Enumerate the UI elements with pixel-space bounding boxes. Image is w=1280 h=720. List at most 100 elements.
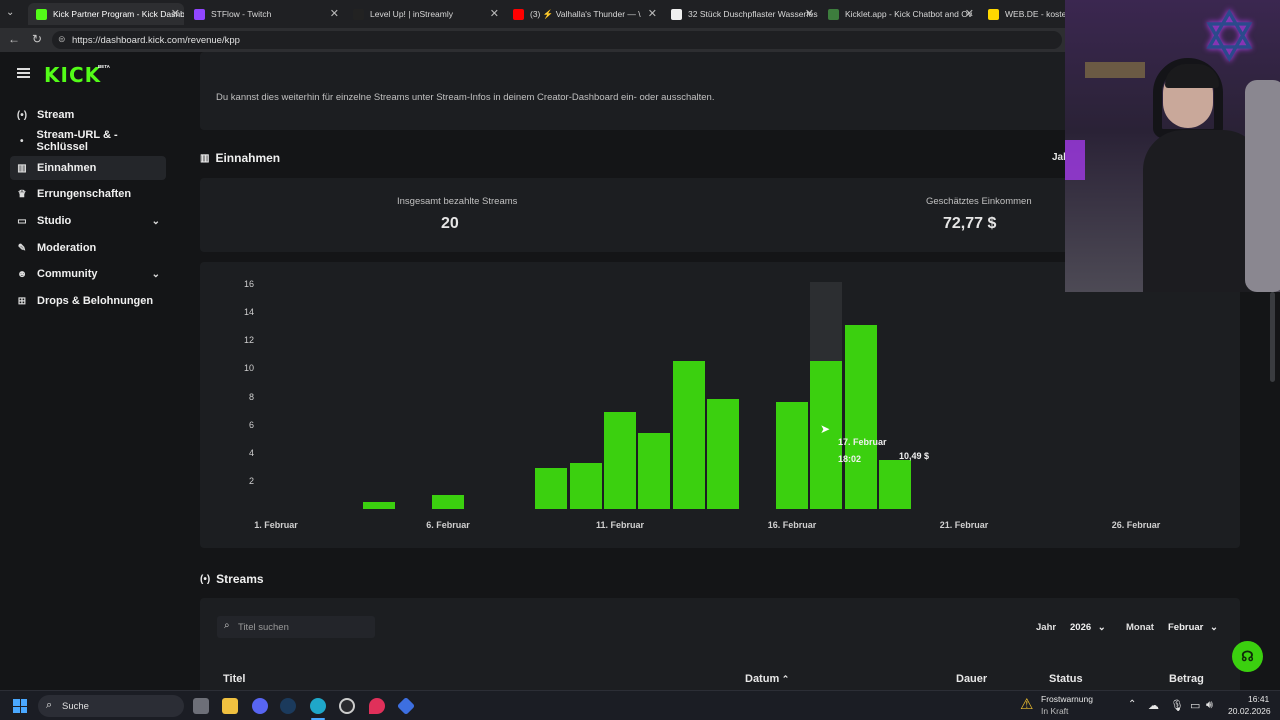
close-tab-icon[interactable]: ✕ [804,8,814,20]
chart-bar[interactable] [879,459,912,509]
back-icon[interactable]: ← [8,32,20,46]
stream-settings-notice-card: Du kannst dies weiterhin für einzelne St… [200,52,1080,130]
close-tab-icon[interactable]: ✕ [964,8,974,20]
task-view-icon[interactable] [193,698,209,714]
hamburger-menu-icon[interactable] [17,68,30,78]
month-select[interactable]: Februar ⌄ [1168,622,1218,633]
browser-tab[interactable]: Kicklet.app - Kick Chatbot and Ov ✕ [820,3,978,25]
app-diamond-icon[interactable] [396,696,416,716]
close-tab-icon[interactable]: ✕ [489,8,499,20]
tab-title: (3) ⚡ Valhalla's Thunder — \ [530,8,641,19]
column-header-betrag[interactable]: Betrag [1169,673,1204,685]
sidebar-item-label: Stream-URL & -Schlüssel [36,129,118,153]
sidebar-item-stream[interactable]: (•) Stream [10,103,166,127]
column-header-dauer[interactable]: Dauer [956,673,987,685]
chart-bar[interactable] [432,494,464,509]
microphone-icon[interactable]: 🎙︎ [1170,700,1184,712]
tab-favicon-icon [36,8,47,20]
display-icon[interactable]: ▭ [1190,700,1201,712]
discord-icon[interactable] [252,698,268,714]
gift-icon: ⊞ [17,295,27,307]
mouse-cursor-icon: ➤ [820,422,831,436]
sidebar-item-label: Errungenschaften [37,188,132,200]
column-header-datum[interactable]: Datum ⌃ [745,673,789,685]
browser-tab[interactable]: WEB.DE - kostenlo [980,3,1070,25]
close-tab-icon[interactable]: ✕ [329,8,339,20]
chart-bar[interactable] [707,399,740,509]
volume-icon[interactable]: 🔊︎ [1206,699,1213,711]
browser-tab[interactable]: 32 Stück Duschpflaster Wasserfes ✕ [663,3,818,25]
taskbar-search[interactable]: ⌕ Suche [38,695,184,717]
chart-bar[interactable] [810,361,843,509]
page-scrollbar[interactable] [1270,292,1275,382]
close-tab-icon[interactable]: ✕ [647,8,657,20]
sidebar-item-label: Studio [37,215,72,227]
chart-bar[interactable] [638,433,671,509]
tray-app-icon[interactable]: ☁ [1148,700,1159,712]
broadcast-icon: (•) [16,109,28,121]
chevron-down-icon: ⌄ [1097,622,1106,633]
streams-table-card: ⌕ Titel suchen Jahr 2026 ⌄ Monat Februar… [200,598,1240,690]
tab-title: WEB.DE - kostenlo [1005,9,1070,19]
tray-chevron-icon[interactable]: ⌃ [1128,699,1137,710]
weather-warning-icon[interactable]: ⚠ [1020,696,1034,713]
url-field[interactable]: ⊜ https://dashboard.kick.com/revenue/kpp [52,31,1062,49]
column-header-status[interactable]: Status [1049,673,1083,685]
chart-bar[interactable] [569,462,602,509]
tab-favicon-icon [513,8,524,20]
chart-bar[interactable] [363,501,396,509]
windows-start-icon[interactable] [13,699,27,713]
windows-taskbar: ⌕ Suche ⚠ Frostwarnung In Kraft ⌃ ☁ 🎙︎ ▭… [0,690,1280,720]
chart-bar[interactable] [604,411,636,509]
file-explorer-icon[interactable] [222,698,238,714]
sidebar-item-einnahmen[interactable]: ▥ Einnahmen [10,156,166,180]
chart-bar[interactable] [776,402,808,509]
tab-menu-chevron-icon[interactable]: ⌄ [6,7,15,18]
chevron-down-icon[interactable]: ⌄ [151,268,160,280]
y-tick-label: 4 [248,447,254,458]
weather-line1[interactable]: Frostwarnung [1041,694,1093,704]
sidebar-item-community[interactable]: ☻ Community ⌄ [10,262,166,286]
app-pin-icon[interactable] [369,698,385,714]
edge-browser-icon[interactable] [310,698,326,714]
steam-icon[interactable] [280,698,296,714]
clock-time[interactable]: 16:41 [1248,694,1270,704]
sidebar-item-drops-belohnungen[interactable]: ⊞ Drops & Belohnungen [10,289,166,313]
browser-tab[interactable]: Level Up! | inStreamly ✕ [345,3,503,25]
stream-search-input[interactable]: ⌕ Titel suchen [217,616,375,638]
tab-title: Kicklet.app - Kick Chatbot and Ov [845,9,973,19]
chevron-down-icon[interactable]: ⌄ [151,215,160,227]
year-filter-cut[interactable]: Jal [1052,152,1066,163]
clock-date[interactable]: 20.02.2026 [1228,706,1271,716]
earnings-section-title: ▥ Einnahmen [200,151,280,165]
tab-favicon-icon [671,8,682,20]
sidebar-item-errungenschaften[interactable]: ♛ Errungenschaften [10,182,166,206]
obs-icon[interactable] [339,698,355,714]
sidebar-item-studio[interactable]: ▭ Studio ⌄ [10,209,166,233]
browser-tab[interactable]: Kick Partner Program - Kick Dashb ✕ [28,3,184,25]
kick-logo[interactable]: KICK [44,63,102,87]
x-tick-label: 26. Februar [1111,520,1161,530]
chevron-down-icon: ⌄ [1210,622,1218,633]
x-tick-label: 21. Februar [939,520,989,530]
close-tab-icon[interactable]: ✕ [170,8,180,20]
sidebar-item-stream-url-schl-ssel[interactable]: • Stream-URL & -Schlüssel [10,129,166,153]
site-info-icon[interactable]: ⊜ [58,34,66,44]
notice-text: Du kannst dies weiterhin für einzelne St… [216,92,715,103]
weather-line2[interactable]: In Kraft [1041,706,1069,716]
year-select[interactable]: 2026 ⌄ [1070,622,1106,633]
reload-icon[interactable]: ↻ [32,32,43,46]
chart-bar[interactable] [672,361,705,509]
x-tick-label: 11. Februar [595,520,645,530]
chart-bar[interactable] [844,324,877,509]
column-header-titel[interactable]: Titel [223,673,245,685]
sidebar-item-moderation[interactable]: ✎ Moderation [10,236,166,260]
chart-icon: ▥ [200,152,210,164]
y-tick-label: 8 [248,391,254,402]
browser-tab[interactable]: (3) ⚡ Valhalla's Thunder — \ ✕ [505,3,661,25]
sidebar-item-label: Einnahmen [37,162,97,174]
sort-ascending-icon: ⌃ [779,674,790,684]
chart-bar[interactable] [535,468,568,509]
support-chat-button[interactable]: ☊ [1232,641,1263,672]
browser-tab[interactable]: STFlow - Twitch ✕ [186,3,343,25]
